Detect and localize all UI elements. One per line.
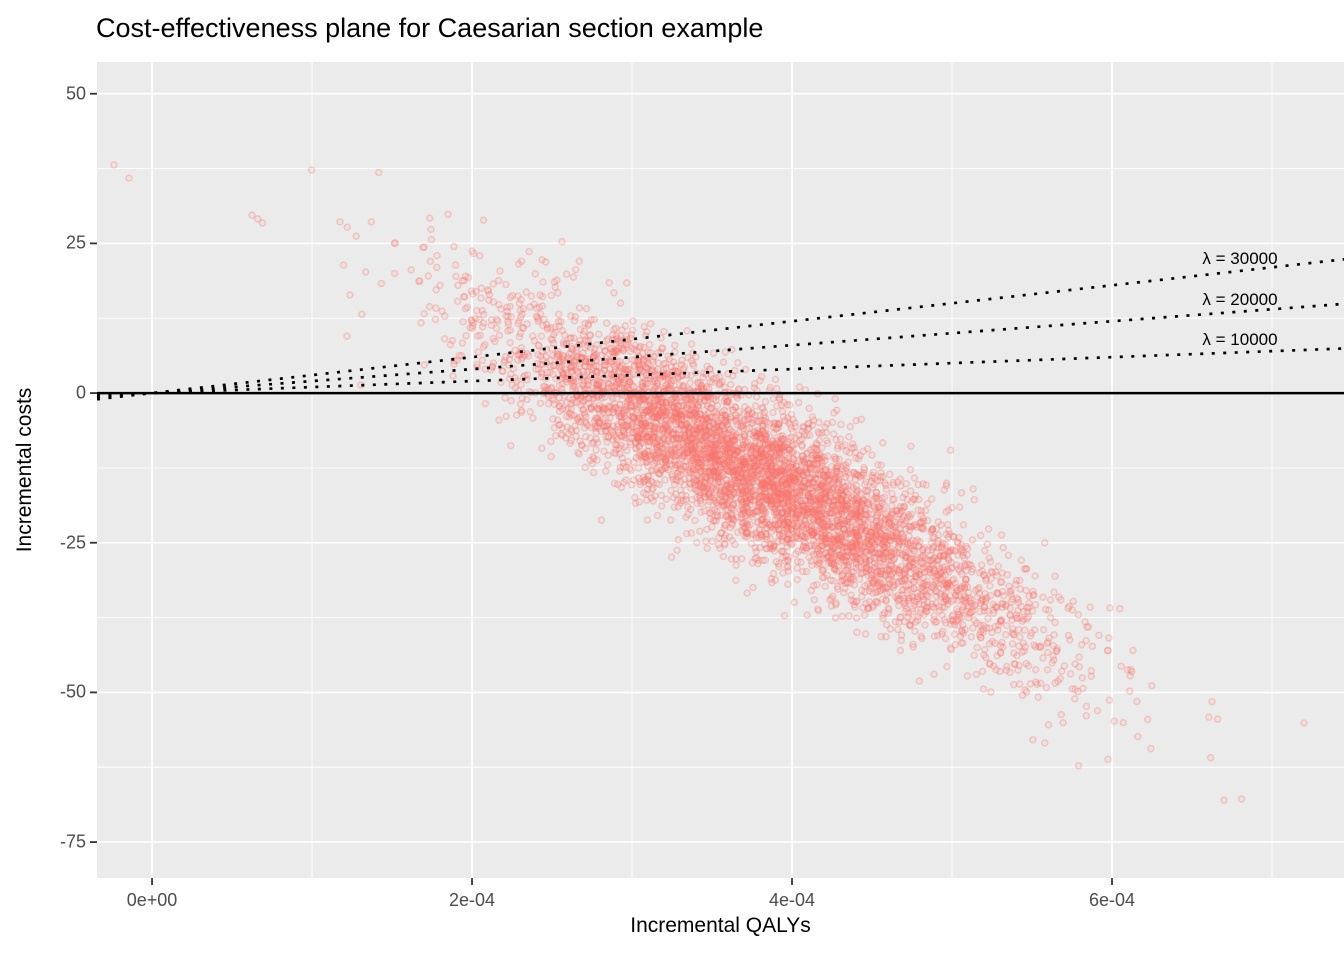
lambda-line-label: λ = 30000 <box>1202 248 1278 268</box>
x-tick-label: 0e+00 <box>126 890 178 910</box>
x-tick-label: 4e-04 <box>768 890 816 910</box>
lambda-line-label: λ = 20000 <box>1202 289 1278 309</box>
chart-title: Cost-effectiveness plane for Caesarian s… <box>96 13 764 43</box>
x-tick-label: 2e-04 <box>448 890 496 910</box>
y-tick-label: 50 <box>65 83 86 104</box>
y-axis-title: Incremental costs <box>13 387 36 553</box>
y-tick-label: -25 <box>59 532 86 553</box>
lambda-line-label: λ = 10000 <box>1202 330 1278 350</box>
y-tick-label: 0 <box>75 382 86 403</box>
y-tick-label: -50 <box>59 681 86 702</box>
x-tick-label: 6e-04 <box>1088 890 1136 910</box>
x-axis-title: Incremental QALYs <box>630 914 811 937</box>
y-tick-label: -75 <box>59 831 86 852</box>
y-tick-label: 25 <box>65 232 86 253</box>
